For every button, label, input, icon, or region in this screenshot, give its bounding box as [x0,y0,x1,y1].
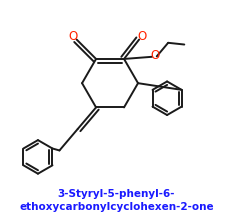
Text: O: O [150,49,159,62]
Text: 3-Styryl-5-phenyl-6-: 3-Styryl-5-phenyl-6- [58,189,175,199]
Text: ethoxycarbonylcyclohexen-2-one: ethoxycarbonylcyclohexen-2-one [19,202,214,212]
Text: O: O [138,31,147,43]
Text: O: O [68,30,77,43]
